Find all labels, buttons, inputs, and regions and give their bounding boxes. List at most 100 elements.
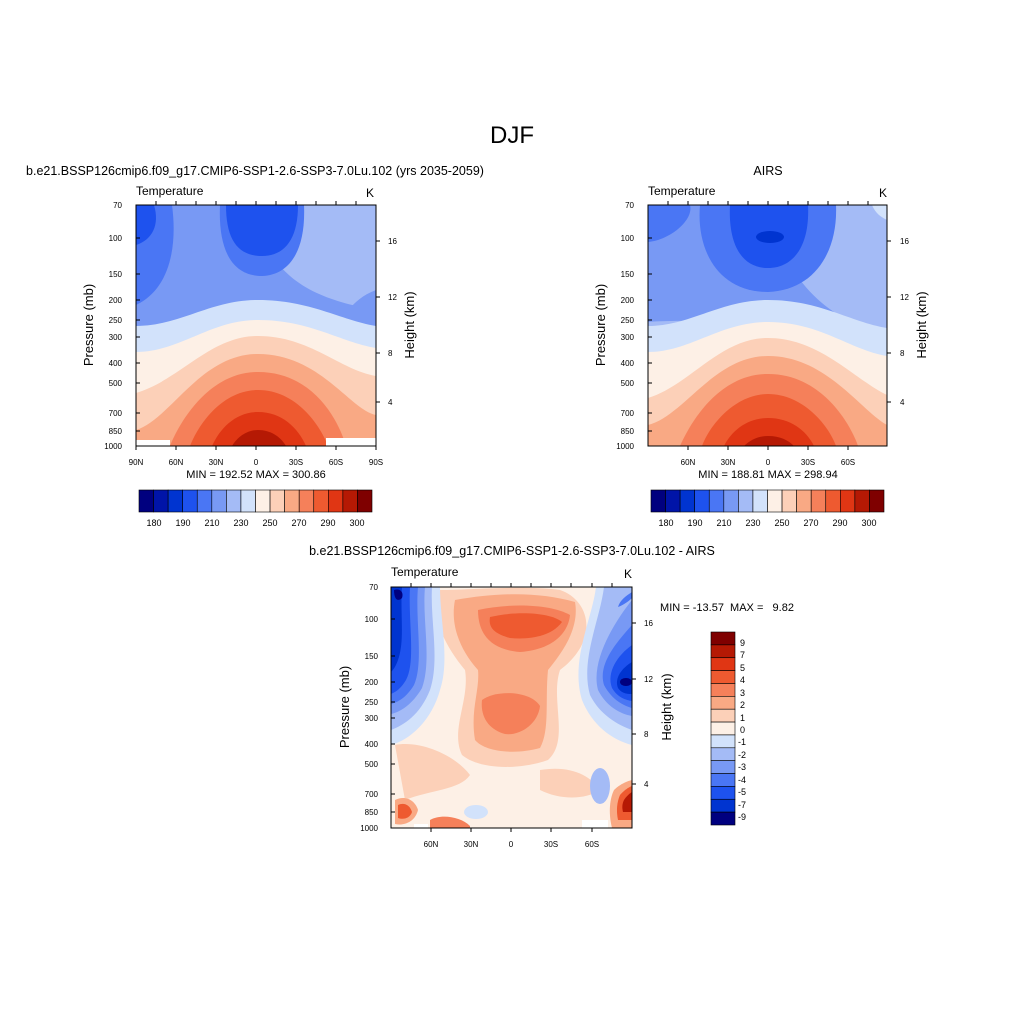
colorbar-label: 190 xyxy=(687,518,702,528)
colorbar-label: 250 xyxy=(262,518,277,528)
colorbar-label: -9 xyxy=(738,812,746,822)
colorbar-swatch xyxy=(269,489,285,513)
colorbar-swatch xyxy=(854,489,870,513)
colorbar-swatch xyxy=(710,631,736,646)
x-tick-label: 60N xyxy=(424,840,439,849)
panel-title: AIRS xyxy=(753,164,782,178)
colorbar-label: 270 xyxy=(803,518,818,528)
top-ticks xyxy=(155,201,357,205)
colorbar-label: 290 xyxy=(832,518,847,528)
panel-title: b.e21.BSSP126cmip6.f09_g17.CMIP6-SSP1-2.… xyxy=(309,544,715,558)
y-tick-label: 700 xyxy=(621,409,635,418)
right-tick-label: 8 xyxy=(644,730,649,739)
y-tick-label: 500 xyxy=(365,760,379,769)
x-tick-label: 30S xyxy=(544,840,558,849)
colorbar-swatch xyxy=(710,798,736,813)
right-tick-label: 16 xyxy=(388,237,397,246)
colorbar-boxes xyxy=(650,489,885,513)
right-tick-label: 4 xyxy=(644,780,649,789)
colorbar-swatch xyxy=(781,489,797,513)
y-axis: 70 100 150 200 250 300 400 500 700 850 1… xyxy=(360,583,395,833)
colorbar-swatch xyxy=(182,489,198,513)
colorbar-swatch xyxy=(167,489,183,513)
y-tick-label: 100 xyxy=(621,234,635,243)
colorbar-label: 230 xyxy=(233,518,248,528)
y-tick-label: 700 xyxy=(109,409,123,418)
colorbar-swatch xyxy=(284,489,300,513)
y-axis-label: Pressure (mb) xyxy=(337,666,352,748)
variable-label: Temperature xyxy=(391,565,459,579)
y-tick-label: 1000 xyxy=(360,824,378,833)
panel-model: b.e21.BSSP126cmip6.f09_g17.CMIP6-SSP1-2.… xyxy=(26,164,484,528)
x-tick-label: 30N xyxy=(721,458,736,467)
colorbar-label: 270 xyxy=(291,518,306,528)
right-tick-label: 12 xyxy=(644,675,653,684)
x-tick-label: 60S xyxy=(585,840,599,849)
colorbar-swatch xyxy=(840,489,856,513)
panel-airs: AIRS Temperature K 70 100 150 200 2 xyxy=(593,164,929,528)
figure-title: DJF xyxy=(490,122,534,149)
min-max-text: MIN = -13.57 MAX = 9.82 xyxy=(660,602,794,614)
y-tick-label: 300 xyxy=(621,333,635,342)
x-tick-label: 0 xyxy=(766,458,771,467)
colorbar-swatch xyxy=(825,489,841,513)
colorbar-swatch xyxy=(710,747,736,761)
y-tick-label: 70 xyxy=(625,201,634,210)
colorbar-swatch xyxy=(710,760,736,774)
y-tick-label: 1000 xyxy=(104,442,122,451)
y-tick-label: 250 xyxy=(621,316,635,325)
right-tick-label: 12 xyxy=(388,293,397,302)
right-axis-label: Height (km) xyxy=(914,291,929,358)
colorbar-swatch xyxy=(153,489,169,513)
colorbar-label: -7 xyxy=(738,800,746,810)
colorbar-swatch xyxy=(710,644,736,659)
y-tick-label: 300 xyxy=(109,333,123,342)
colorbar-label: 210 xyxy=(204,518,219,528)
x-axis: 90N 60N 30N 0 30S 60S 90S xyxy=(129,446,383,467)
colorbar-swatch xyxy=(298,489,315,513)
min-max-text: MIN = 192.52 MAX = 300.86 xyxy=(186,469,325,481)
right-tick-label: 16 xyxy=(900,237,909,246)
colorbar-label: -1 xyxy=(738,737,746,747)
y-tick-label: 300 xyxy=(365,714,379,723)
right-axis-label: Height (km) xyxy=(659,673,674,740)
x-tick-label: 90S xyxy=(369,458,383,467)
colorbar-swatch xyxy=(665,489,681,513)
min-max-text: MIN = 188.81 MAX = 298.94 xyxy=(698,469,837,481)
y-tick-label: 200 xyxy=(109,296,123,305)
colorbar-swatch xyxy=(710,670,736,684)
panel-difference: b.e21.BSSP126cmip6.f09_g17.CMIP6-SSP1-2.… xyxy=(309,544,794,849)
right-tick-label: 4 xyxy=(388,398,393,407)
colorbar-swatch xyxy=(138,489,154,513)
x-tick-label: 90N xyxy=(129,458,144,467)
y-tick-label: 500 xyxy=(621,379,635,388)
contour-field xyxy=(391,587,632,828)
colorbar-swatch xyxy=(796,489,812,513)
colorbar-swatch xyxy=(869,489,885,513)
colorbar-swatch xyxy=(710,773,736,787)
x-tick-label: 30N xyxy=(209,458,224,467)
right-axis: 16 12 8 4 xyxy=(376,237,397,407)
colorbar-swatch xyxy=(752,489,768,513)
colorbar-swatch xyxy=(328,489,344,513)
y-tick-label: 150 xyxy=(621,270,635,279)
units-label: K xyxy=(624,567,632,581)
x-tick-label: 60S xyxy=(329,458,343,467)
units-label: K xyxy=(366,186,374,200)
y-tick-label: 100 xyxy=(365,615,379,624)
y-tick-label: 100 xyxy=(109,234,123,243)
colorbar: 9 7 5 4 3 2 1 0 -1 -2 -3 -4 -5 -7 -9 xyxy=(710,631,746,826)
y-tick-label: 200 xyxy=(365,678,379,687)
right-axis: 16 12 8 4 xyxy=(632,619,653,789)
x-tick-label: 30N xyxy=(464,840,479,849)
y-tick-label: 500 xyxy=(109,379,123,388)
colorbar-boxes xyxy=(138,489,373,513)
right-tick-label: 8 xyxy=(388,349,393,358)
colorbar-label: 4 xyxy=(740,675,745,685)
right-tick-label: 12 xyxy=(900,293,909,302)
y-tick-label: 200 xyxy=(621,296,635,305)
y-tick-label: 70 xyxy=(113,201,122,210)
colorbar-swatch xyxy=(357,489,373,513)
colorbar-swatch xyxy=(679,489,695,513)
